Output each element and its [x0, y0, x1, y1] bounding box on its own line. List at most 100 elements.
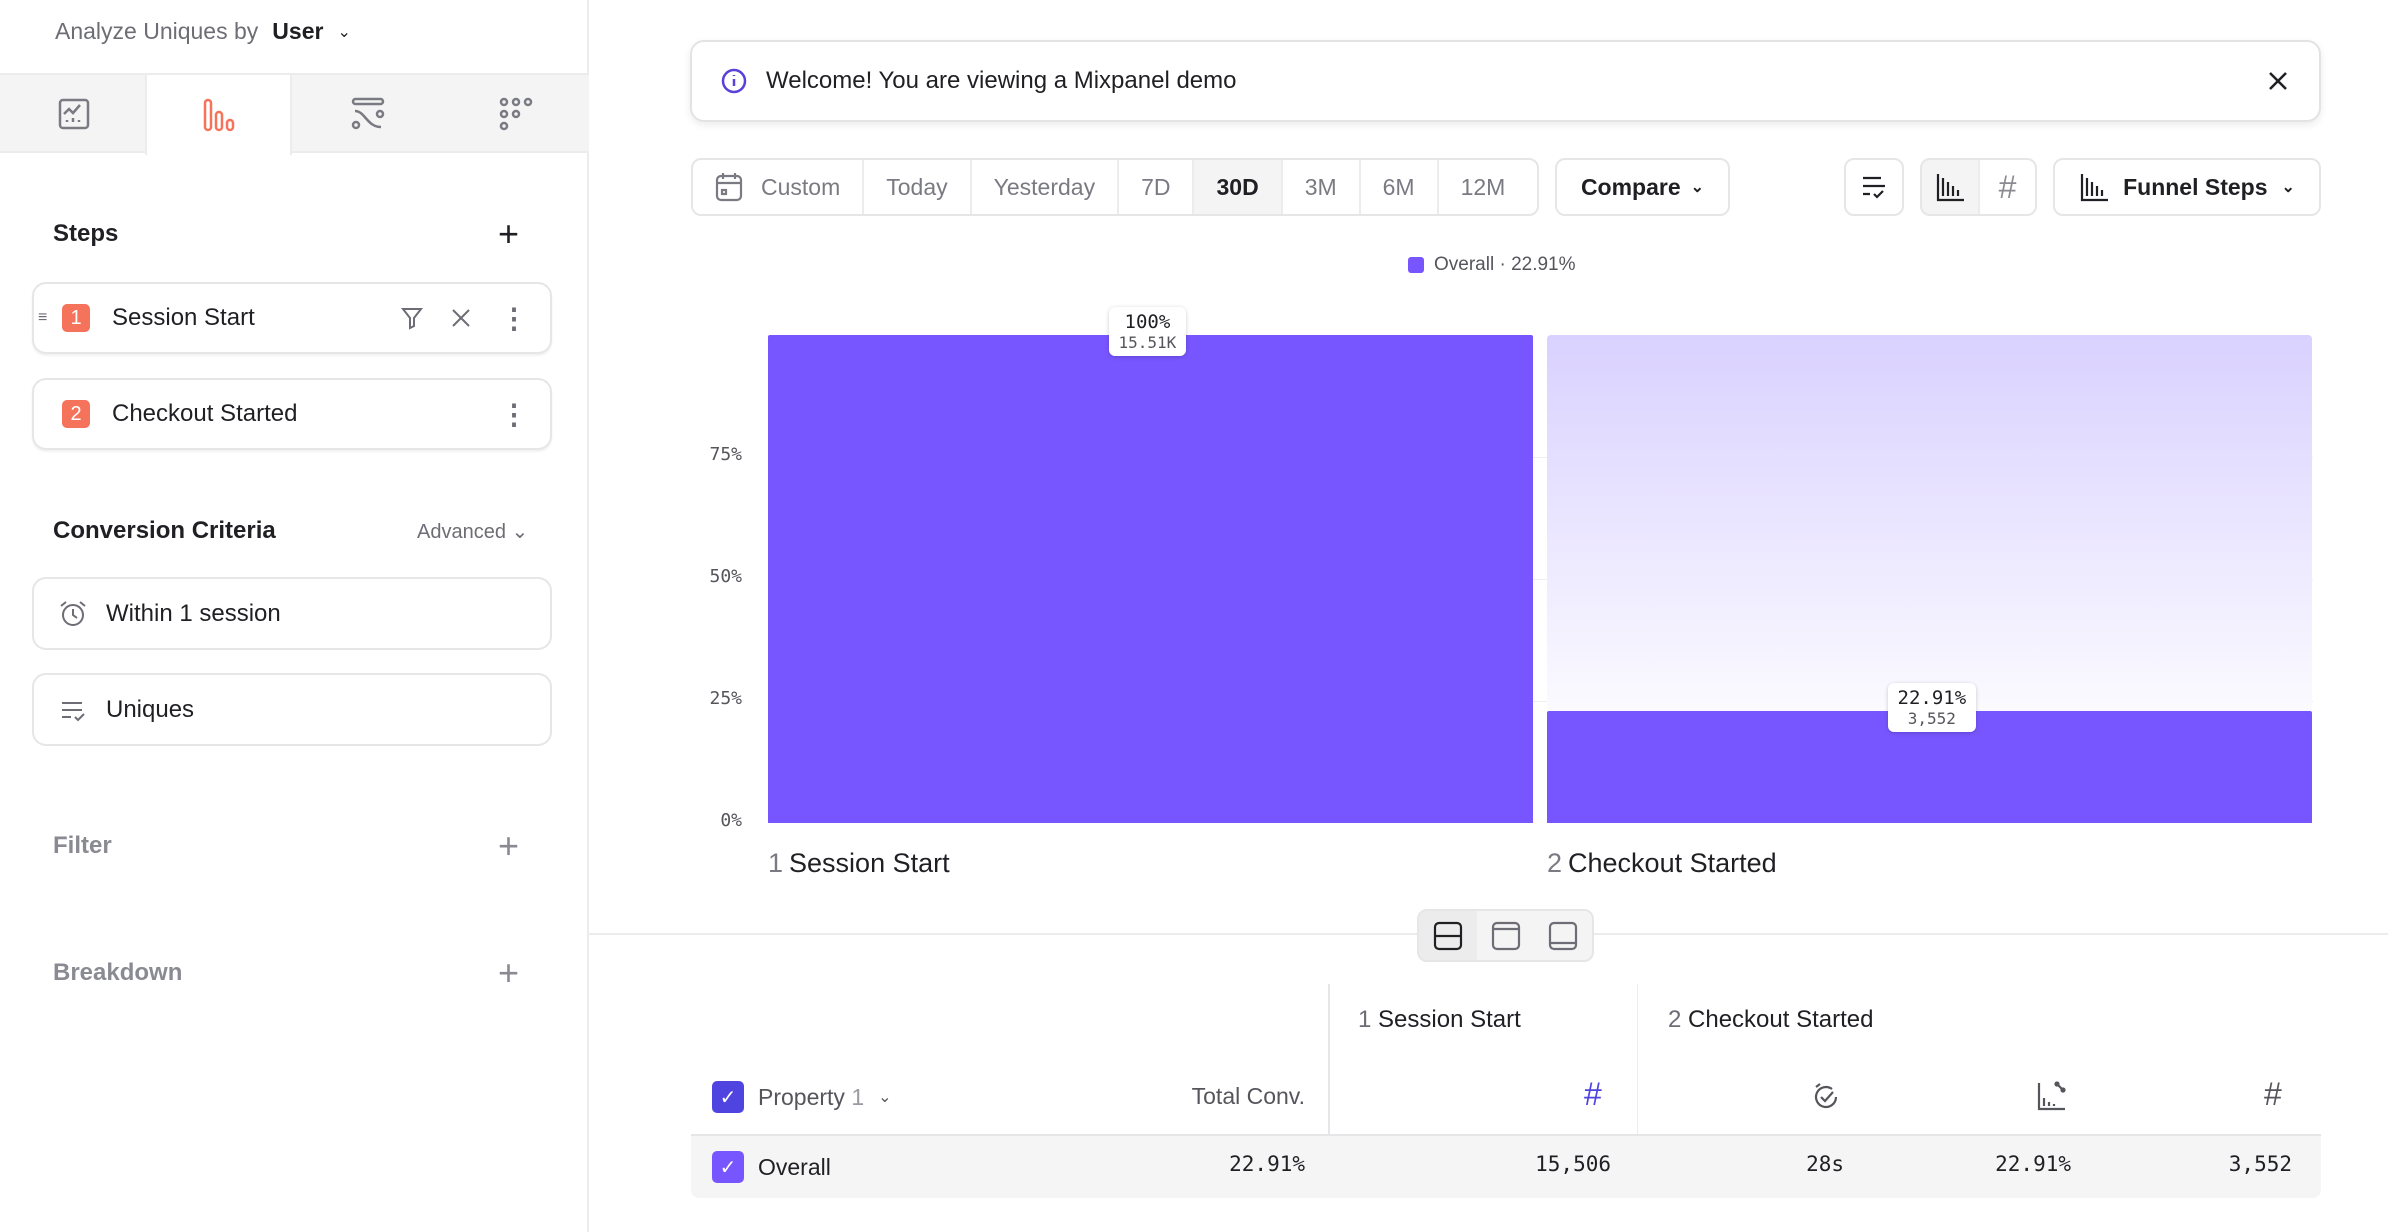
step1-header: 1 Session Start: [1358, 1006, 1521, 1034]
hash-icon[interactable]: #: [2264, 1076, 2282, 1112]
add-step-button[interactable]: +: [498, 213, 520, 254]
bar-pct-label: 100%: [1124, 311, 1171, 333]
step-num: 1: [1358, 1006, 1372, 1033]
view-mode-toggle: #: [1920, 158, 2037, 216]
drag-handle-icon[interactable]: ≡: [38, 309, 48, 326]
display-options-button[interactable]: [1844, 158, 1904, 216]
header-divider: [691, 1134, 2321, 1136]
more-options-icon[interactable]: ⋮: [500, 398, 528, 430]
add-filter-button[interactable]: +: [498, 825, 520, 866]
advanced-dropdown[interactable]: Advanced ⌄: [417, 519, 528, 544]
criteria-label: Uniques: [106, 695, 195, 723]
bar-data-label: 100% 15.51K: [1108, 307, 1187, 356]
step-number-badge: 2: [62, 400, 90, 428]
table-row: ✓ Overall: [691, 1136, 2321, 1198]
more-options-icon[interactable]: ⋮: [500, 302, 528, 334]
property-index: 1: [851, 1083, 865, 1110]
step-card-2[interactable]: 2 Checkout Started ⋮: [32, 378, 552, 450]
funnel-bar[interactable]: [768, 335, 1533, 823]
row-label: Overall: [758, 1153, 831, 1180]
chevron-down-icon: ⌄: [878, 1089, 892, 1106]
step-num: 2: [1668, 1006, 1682, 1033]
total-conv-header[interactable]: Total Conv.: [1191, 1083, 1305, 1109]
alarm-clock-icon: [60, 600, 86, 626]
date-range-30d[interactable]: 30D: [1194, 160, 1283, 214]
step2-time-cell: 28s: [1806, 1152, 1844, 1176]
add-breakdown-button[interactable]: +: [498, 952, 520, 993]
analyze-by-selector[interactable]: Analyze Uniques by User ⌄: [55, 18, 351, 45]
bar-count-label: 15.51K: [1118, 333, 1177, 352]
gridline: [768, 701, 2313, 702]
funnels-icon: [203, 98, 234, 132]
step-name: Session Start: [1378, 1006, 1521, 1033]
bar-count-label: 3,552: [1907, 709, 1956, 729]
step-card-1[interactable]: ≡ 1 Session Start ⋮: [32, 282, 552, 354]
close-icon[interactable]: [450, 307, 472, 329]
dropoff-area[interactable]: [1547, 335, 2312, 712]
column-divider: [1328, 984, 1330, 1198]
y-tick: 25%: [709, 688, 742, 709]
criteria-counting[interactable]: Uniques: [32, 673, 552, 746]
number-view-button[interactable]: #: [1980, 169, 2035, 206]
date-range-3m[interactable]: 3M: [1283, 160, 1361, 214]
tab-flows[interactable]: [294, 75, 441, 153]
step-label: Checkout Started: [112, 400, 298, 427]
chart-type-label: Funnel Steps: [2123, 173, 2268, 200]
row-label-cell: ✓ Overall: [712, 1151, 831, 1183]
filter-icon[interactable]: [400, 306, 424, 330]
bar-chart-icon: [1936, 174, 1964, 202]
tab-funnels[interactable]: [145, 75, 292, 155]
total-conv-cell: 22.91%: [1229, 1152, 1305, 1176]
layout-chart-button[interactable]: [1477, 911, 1535, 960]
date-range-yesterday[interactable]: Yesterday: [972, 160, 1120, 214]
select-all-checkbox[interactable]: ✓: [712, 1081, 744, 1113]
time-to-convert-icon[interactable]: [1810, 1081, 1842, 1113]
chart-legend[interactable]: Overall · 22.91%: [1408, 254, 1576, 276]
filter-title: Filter: [53, 832, 112, 859]
list-check-icon: [1863, 176, 1885, 199]
date-range-7d[interactable]: 7D: [1119, 160, 1195, 214]
date-range-today[interactable]: Today: [864, 160, 972, 214]
step-name: Checkout Started: [1568, 848, 1777, 878]
column-divider: [1637, 984, 1638, 1198]
date-range-6m[interactable]: 6M: [1361, 160, 1439, 214]
close-icon[interactable]: [2267, 70, 2289, 92]
flows-icon: [351, 97, 384, 130]
gridline: [768, 457, 2313, 458]
date-range-custom[interactable]: Custom: [693, 160, 865, 214]
custom-label: Custom: [761, 173, 841, 200]
gridline: [768, 579, 2313, 580]
property-column-header[interactable]: ✓ Property 1 ⌄: [712, 1081, 892, 1113]
bar-chart-icon: [2080, 174, 2109, 202]
step-num: 2: [1547, 848, 1563, 878]
conversion-criteria-title: Conversion Criteria: [53, 517, 276, 544]
row-checkbox[interactable]: ✓: [712, 1151, 744, 1183]
sidebar: Analyze Uniques by User ⌄ Steps + ≡ 1 Se…: [0, 0, 589, 1232]
bar-view-button[interactable]: [1922, 160, 1980, 214]
list-check-icon: [62, 701, 85, 721]
date-range-selector: Custom Today Yesterday 7D 30D 3M 6M 12M: [691, 158, 1539, 216]
tab-retention[interactable]: [442, 75, 589, 153]
hash-icon[interactable]: #: [1584, 1076, 1602, 1112]
bar-data-label: 22.91% 3,552: [1887, 683, 1977, 733]
chevron-down-icon: ⌄: [1690, 179, 1705, 196]
breakdown-title: Breakdown: [53, 959, 183, 986]
step-num: 1: [768, 848, 784, 878]
step-label: Session Start: [112, 304, 255, 331]
step2-conv-cell: 22.91%: [1995, 1152, 2071, 1176]
analyze-label: Analyze Uniques by: [55, 18, 259, 44]
tab-insights[interactable]: [0, 75, 147, 153]
advanced-label: Advanced: [417, 521, 506, 543]
x-label-step-2: 2 Checkout Started: [1547, 848, 1777, 879]
layout-table-button[interactable]: [1534, 911, 1592, 960]
step2-count-cell: 3,552: [2228, 1152, 2292, 1176]
criteria-window[interactable]: Within 1 session: [32, 577, 552, 650]
step-name: Checkout Started: [1688, 1006, 1874, 1033]
legend-swatch: [1408, 257, 1424, 273]
date-range-12m[interactable]: 12M: [1460, 173, 1506, 200]
info-icon: [721, 68, 747, 94]
chart-type-dropdown[interactable]: Funnel Steps ⌄: [2053, 158, 2321, 216]
layout-split-button[interactable]: [1419, 911, 1477, 960]
conversion-rate-icon[interactable]: [2036, 1080, 2068, 1112]
compare-button[interactable]: Compare ⌄: [1555, 158, 1730, 216]
